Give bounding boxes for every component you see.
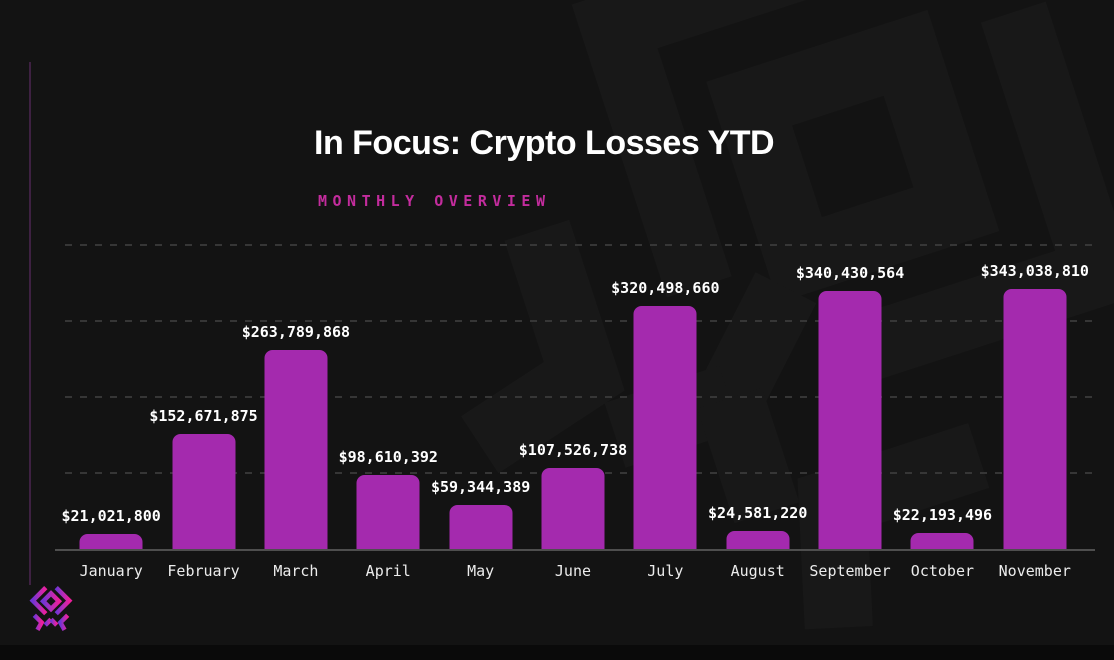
bar-august	[726, 531, 790, 550]
bars: $21,021,800 January $152,671,875 February $2…	[62, 238, 1089, 580]
gridline	[65, 244, 1095, 247]
bar-slot: $59,344,389 May	[431, 238, 530, 580]
bar-april	[356, 475, 420, 550]
bar-october	[910, 533, 974, 550]
bar-march	[264, 349, 328, 550]
bar-november	[1003, 289, 1067, 550]
bar-may	[449, 504, 513, 550]
bar-slot: $340,430,564 September	[796, 238, 904, 580]
bar-february	[172, 434, 236, 550]
month-label: May	[467, 562, 495, 580]
bar-value-label: $320,498,660	[611, 279, 720, 298]
bar-september	[818, 291, 882, 550]
month-label: July	[647, 562, 684, 580]
bar-slot: $107,526,738 June	[519, 238, 627, 580]
bar-slot: $22,193,496 October	[893, 238, 992, 580]
left-accent-line	[29, 62, 31, 585]
bar-slot: $263,789,868 March	[242, 238, 350, 580]
gridline	[65, 396, 1095, 399]
month-label: August	[730, 562, 785, 580]
chart-title: In Focus: Crypto Losses YTD	[314, 124, 775, 162]
bar-value-label: $340,430,564	[795, 264, 905, 283]
bar-value-label: $22,193,496	[892, 506, 993, 525]
immunefi-logo-icon	[29, 586, 73, 631]
bar-slot: $343,038,810 November	[981, 238, 1089, 580]
bar-july	[633, 306, 697, 550]
bar-value-label: $21,021,800	[61, 507, 161, 526]
bar-value-label: $107,526,738	[518, 441, 628, 460]
bar-value-label: $263,789,868	[241, 322, 351, 341]
bar-value-label: $24,581,220	[708, 504, 808, 523]
bar-value-label: $59,344,389	[430, 477, 531, 496]
bar-slot: $320,498,660 July	[611, 238, 719, 580]
bar-january	[79, 534, 143, 550]
bar-value-label: $343,038,810	[980, 262, 1089, 281]
bottom-band	[0, 645, 1114, 660]
x-axis-line	[55, 549, 1095, 551]
month-label: November	[998, 562, 1071, 580]
month-label: January	[79, 562, 143, 580]
month-label: September	[809, 562, 891, 580]
month-label: June	[554, 562, 592, 580]
month-label: October	[910, 562, 975, 580]
bar-value-label: $152,671,875	[149, 407, 258, 425]
month-label: April	[365, 562, 411, 580]
bar-slot: $152,671,875 February	[149, 238, 257, 580]
bar-june	[541, 468, 605, 550]
chart-subtitle: MONTHLY OVERVIEW	[318, 192, 551, 210]
gridline	[65, 320, 1095, 323]
bar-slot: $98,610,392 April	[339, 238, 438, 580]
month-label: March	[273, 562, 319, 580]
bar-value-label: $98,610,392	[338, 448, 438, 467]
bar-slot: $24,581,220 August	[708, 238, 807, 580]
month-label: February	[167, 562, 240, 580]
bar-slot: $21,021,800 January	[62, 238, 161, 580]
bar-chart: $21,021,800 January $152,671,875 February $2…	[55, 238, 1095, 580]
